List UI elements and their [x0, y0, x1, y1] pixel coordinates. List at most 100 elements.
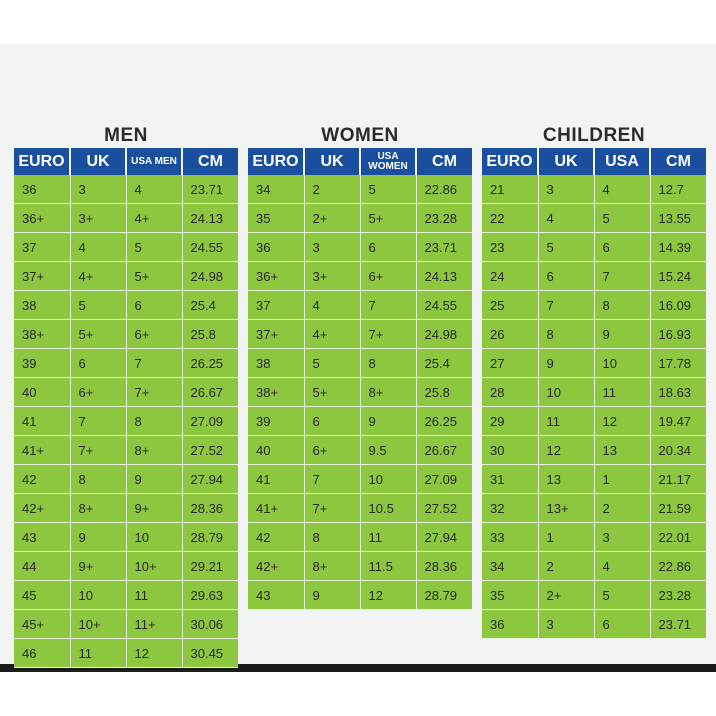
children-cell-cm: 21.59: [650, 493, 706, 523]
men-cell-euro: 38+: [14, 319, 71, 349]
men-table-row: 41+ 7+ 8+ 27.52: [14, 435, 238, 465]
children-cell-usa: 4: [594, 551, 651, 581]
children-cell-usa: 12: [594, 406, 651, 436]
men-header-uk: UK: [70, 148, 127, 175]
children-cell-euro: 36: [482, 609, 539, 639]
men-cell-uk: 5: [70, 290, 127, 320]
men-cell-cm: 27.52: [182, 435, 238, 465]
women-cell-usa: 12: [360, 580, 417, 610]
children-cell-euro: 31: [482, 464, 539, 494]
women-cell-euro: 36+: [248, 261, 305, 291]
women-cell-uk: 4+: [304, 319, 361, 349]
children-table-body: 21 3 4 12.7 22 4 5 13.55 23 5 6 14.39 24 6 7 15.24 25 7 8 1…: [482, 175, 706, 639]
men-cell-usa: 9+: [126, 493, 183, 523]
children-cell-uk: 11: [538, 406, 595, 436]
children-table-row: 32 13+ 2 21.59: [482, 493, 706, 523]
women-cell-uk: 8: [304, 522, 361, 552]
women-cell-usa: 5+: [360, 203, 417, 233]
men-cell-euro: 46: [14, 638, 71, 668]
men-size-table: EURO UK USA MEN CM 36 3 4 23.71 36+ 3+ 4+ 24.13…: [14, 148, 238, 668]
men-cell-usa: 10+: [126, 551, 183, 581]
women-cell-usa: 7+: [360, 319, 417, 349]
women-cell-cm: 22.86: [416, 175, 472, 204]
children-cell-uk: 12: [538, 435, 595, 465]
women-cell-uk: 5+: [304, 377, 361, 407]
women-cell-uk: 4: [304, 290, 361, 320]
women-cell-cm: 26.25: [416, 406, 472, 436]
women-cell-euro: 35: [248, 203, 305, 233]
children-cell-usa: 6: [594, 232, 651, 262]
women-cell-euro: 43: [248, 580, 305, 610]
men-cell-euro: 37: [14, 232, 71, 262]
women-table-row: 36+ 3+ 6+ 24.13: [248, 261, 472, 291]
children-table-row: 27 9 10 17.78: [482, 348, 706, 378]
men-header-euro: EURO: [14, 148, 71, 175]
men-cell-euro: 42: [14, 464, 71, 494]
men-cell-cm: 29.63: [182, 580, 238, 610]
men-cell-uk: 9: [70, 522, 127, 552]
children-header-usa: USA: [594, 148, 651, 175]
women-cell-cm: 23.71: [416, 232, 472, 262]
children-cell-euro: 29: [482, 406, 539, 436]
children-table-row: 24 6 7 15.24: [482, 261, 706, 291]
women-table-row: 37+ 4+ 7+ 24.98: [248, 319, 472, 349]
children-cell-uk: 3: [538, 609, 595, 639]
children-cell-uk: 13+: [538, 493, 595, 523]
women-size-table: EURO UK USA WOMEN CM 34 2 5 22.86 35 2+ 5+ 23.2…: [248, 148, 472, 610]
women-cell-cm: 24.55: [416, 290, 472, 320]
women-table-row: 40 6+ 9.5 26.67: [248, 435, 472, 465]
children-cell-euro: 35: [482, 580, 539, 610]
women-cell-usa: 9.5: [360, 435, 417, 465]
women-cell-cm: 25.8: [416, 377, 472, 407]
children-cell-usa: 2: [594, 493, 651, 523]
men-cell-euro: 41: [14, 406, 71, 436]
women-cell-uk: 6: [304, 406, 361, 436]
women-cell-uk: 3+: [304, 261, 361, 291]
children-table-row: 33 1 3 22.01: [482, 522, 706, 552]
men-table-row: 40 6+ 7+ 26.67: [14, 377, 238, 407]
women-cell-uk: 5: [304, 348, 361, 378]
women-table-row: 37 4 7 24.55: [248, 290, 472, 320]
children-cell-cm: 12.7: [650, 175, 706, 204]
women-table-row: 42 8 11 27.94: [248, 522, 472, 552]
men-cell-uk: 3: [70, 175, 127, 204]
men-cell-cm: 27.09: [182, 406, 238, 436]
men-cell-usa: 4+: [126, 203, 183, 233]
men-cell-uk: 11: [70, 638, 127, 668]
men-title: MEN: [104, 125, 148, 146]
men-cell-euro: 43: [14, 522, 71, 552]
women-table-row: 38+ 5+ 8+ 25.8: [248, 377, 472, 407]
children-table-row: 22 4 5 13.55: [482, 203, 706, 233]
children-cell-usa: 10: [594, 348, 651, 378]
children-cell-euro: 23: [482, 232, 539, 262]
children-cell-euro: 33: [482, 522, 539, 552]
men-table-body: 36 3 4 23.71 36+ 3+ 4+ 24.13 37 4 5 24.55 37+ 4+ 5+ 24.…: [14, 175, 238, 668]
men-cell-cm: 28.79: [182, 522, 238, 552]
children-cell-uk: 1: [538, 522, 595, 552]
men-table-row: 44 9+ 10+ 29.21: [14, 551, 238, 581]
children-cell-usa: 5: [594, 203, 651, 233]
children-cell-usa: 7: [594, 261, 651, 291]
children-table-row: 35 2+ 5 23.28: [482, 580, 706, 610]
men-cell-usa: 7+: [126, 377, 183, 407]
women-cell-usa: 10.5: [360, 493, 417, 523]
women-cell-cm: 23.28: [416, 203, 472, 233]
men-cell-euro: 36: [14, 175, 71, 204]
men-cell-uk: 5+: [70, 319, 127, 349]
women-cell-euro: 37: [248, 290, 305, 320]
men-cell-usa: 5: [126, 232, 183, 262]
men-table-row: 36+ 3+ 4+ 24.13: [14, 203, 238, 233]
women-cell-usa: 5: [360, 175, 417, 204]
women-cell-cm: 28.36: [416, 551, 472, 581]
women-cell-usa: 8+: [360, 377, 417, 407]
men-cell-euro: 39: [14, 348, 71, 378]
children-cell-cm: 14.39: [650, 232, 706, 262]
men-table-row: 43 9 10 28.79: [14, 522, 238, 552]
children-cell-uk: 6: [538, 261, 595, 291]
children-table-row: 36 3 6 23.71: [482, 609, 706, 639]
women-cell-uk: 9: [304, 580, 361, 610]
men-table-row: 38 5 6 25.4: [14, 290, 238, 320]
men-cell-uk: 6+: [70, 377, 127, 407]
men-cell-uk: 3+: [70, 203, 127, 233]
men-cell-cm: 24.13: [182, 203, 238, 233]
